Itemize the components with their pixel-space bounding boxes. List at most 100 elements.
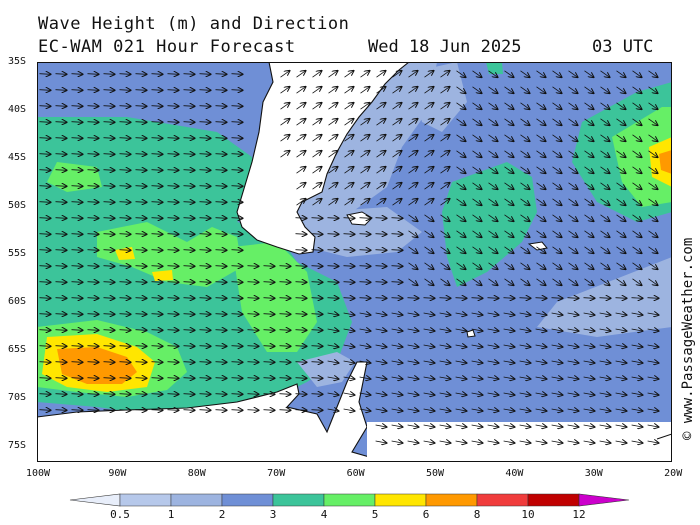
wave-arrow xyxy=(600,70,610,77)
wave-arrow xyxy=(359,266,371,267)
wave-arrow xyxy=(87,330,99,331)
wave-arrow xyxy=(503,441,515,443)
wave-arrow xyxy=(296,167,306,174)
wave-arrow xyxy=(167,218,179,219)
wave-arrow xyxy=(247,362,259,363)
wave-arrow xyxy=(215,394,227,395)
wave-arrow xyxy=(343,377,355,379)
wave-arrow xyxy=(584,230,594,237)
wave-arrow xyxy=(647,425,659,427)
lon-label: 50W xyxy=(425,468,445,479)
wave-arrow xyxy=(535,393,547,395)
wave-arrow xyxy=(424,246,434,253)
wave-arrow xyxy=(39,250,51,251)
wave-arrow xyxy=(536,214,546,221)
wave-arrow xyxy=(408,199,418,206)
wave-arrow xyxy=(247,394,259,395)
wave-arrow xyxy=(535,345,547,347)
wave-arrow xyxy=(215,250,227,251)
wave-arrow xyxy=(599,393,611,395)
wave-arrow xyxy=(103,298,115,299)
colorbar-label: 3 xyxy=(269,508,277,521)
wave-arrow xyxy=(71,170,83,171)
wave-arrow xyxy=(503,298,515,299)
wave-arrow xyxy=(583,409,595,411)
wave-arrow xyxy=(167,250,179,251)
wave-arrow xyxy=(295,298,307,299)
wave-arrow xyxy=(71,314,83,315)
wave-arrow xyxy=(135,346,147,347)
wave-arrow xyxy=(648,262,658,269)
wave-arrow xyxy=(375,361,387,363)
wave-arrow xyxy=(296,87,306,94)
wave-arrow xyxy=(599,377,611,379)
wave-arrow xyxy=(327,250,339,251)
wave-arrow xyxy=(55,250,67,251)
wave-arrow xyxy=(215,314,227,315)
wave-arrow xyxy=(648,150,658,157)
wave-arrow xyxy=(135,74,147,75)
wave-arrow xyxy=(472,246,482,253)
wave-arrow xyxy=(440,135,450,142)
wave-arrow xyxy=(407,377,419,379)
wave-arrow xyxy=(391,298,403,299)
wave-arrow xyxy=(648,198,658,205)
wave-arrow xyxy=(280,87,290,94)
wave-arrow xyxy=(423,313,435,315)
wave-arrow xyxy=(503,425,515,427)
lon-label: 90W xyxy=(108,468,127,479)
lon-label: 80W xyxy=(187,468,206,479)
wave-arrow xyxy=(312,87,322,94)
wave-arrow xyxy=(344,167,354,174)
wave-arrow xyxy=(599,329,611,331)
wave-arrow xyxy=(391,361,403,363)
wave-arrow xyxy=(568,86,578,93)
wave-arrow xyxy=(583,441,595,443)
wave-arrow xyxy=(87,266,99,267)
wave-arrow xyxy=(536,198,546,205)
wave-arrow xyxy=(535,441,547,443)
wave-arrow xyxy=(615,441,627,443)
wave-arrow xyxy=(231,170,243,171)
wave-arrow xyxy=(648,182,658,189)
wave-arrow xyxy=(568,262,578,269)
wave-arrow xyxy=(375,393,387,395)
wave-arrow xyxy=(263,346,275,347)
wave-arrow xyxy=(584,278,594,285)
wave-zone-6-8m xyxy=(57,347,137,384)
wave-arrow xyxy=(375,425,387,427)
wave-arrow xyxy=(375,441,387,443)
wave-arrow xyxy=(631,313,643,315)
wave-arrow xyxy=(535,329,547,331)
wave-arrow xyxy=(584,214,594,221)
wave-arrow xyxy=(504,134,514,141)
wave-arrow xyxy=(519,393,531,395)
wave-arrow xyxy=(616,134,626,141)
wave-arrow xyxy=(472,118,482,125)
wave-arrow xyxy=(616,182,626,189)
wave-arrow xyxy=(167,378,179,379)
wave-arrow xyxy=(567,393,579,395)
wave-arrow xyxy=(312,119,322,126)
wave-arrow xyxy=(504,166,514,173)
wave-arrow xyxy=(39,106,51,107)
wave-arrow xyxy=(407,298,419,299)
wave-arrow xyxy=(616,86,626,93)
wave-arrow xyxy=(199,186,211,187)
wave-arrow xyxy=(631,329,643,331)
wave-arrow xyxy=(375,329,387,331)
wave-arrow xyxy=(151,234,163,235)
wave-arrow xyxy=(616,166,626,173)
wave-arrow xyxy=(71,378,83,379)
wave-arrow xyxy=(183,234,195,235)
wave-arrow xyxy=(519,377,531,379)
wave-arrow xyxy=(55,90,67,91)
wave-arrow xyxy=(231,74,243,75)
wave-arrow xyxy=(615,298,627,299)
wave-arrow xyxy=(551,345,563,347)
wave-arrow xyxy=(391,313,403,315)
wave-arrow xyxy=(391,393,403,395)
wave-arrow xyxy=(183,106,195,107)
wave-arrow xyxy=(599,441,611,443)
colorbar-label: 4 xyxy=(320,508,328,521)
